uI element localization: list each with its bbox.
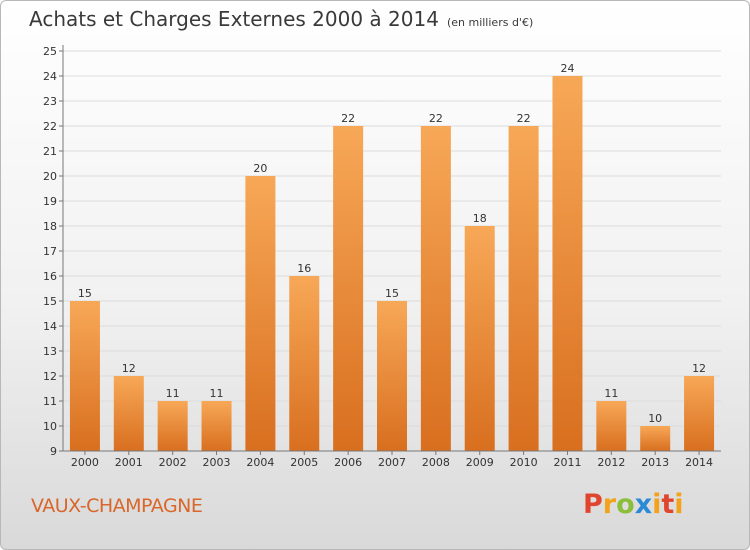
- y-tick-label: 17: [43, 245, 57, 258]
- bar: [552, 76, 583, 451]
- x-tick-label: 2012: [597, 456, 625, 469]
- x-tick-label: 2009: [466, 456, 494, 469]
- y-tick-label: 21: [43, 145, 57, 158]
- bar: [289, 276, 320, 451]
- data-label: 22: [429, 112, 443, 125]
- axes: 9 10 11 12 13 14 15 16 17 18 19 20 21 22 23 24 25 2000 200…: [43, 45, 721, 469]
- x-tick-label: 2008: [422, 456, 450, 469]
- bars: [69, 76, 715, 451]
- bar: [464, 226, 495, 451]
- data-label: 11: [166, 387, 180, 400]
- x-tick-label: 2003: [203, 456, 231, 469]
- y-tick-label: 18: [43, 220, 57, 233]
- x-tick-label: 2011: [553, 456, 581, 469]
- bar: [113, 376, 144, 451]
- bar: [201, 401, 232, 451]
- bar: [377, 301, 407, 451]
- data-label: 11: [210, 387, 224, 400]
- y-tick-label: 11: [43, 395, 57, 408]
- data-labels: 15 12 11 11 20 16 22 15 22 18 22 24 11 10 12: [78, 62, 706, 425]
- x-tick-label: 2010: [510, 456, 538, 469]
- x-tick-label: 2006: [334, 456, 362, 469]
- chart-subtitle: (en milliers d'€): [446, 16, 534, 29]
- x-tick-label: 2004: [246, 456, 274, 469]
- y-tick-label: 10: [43, 420, 57, 433]
- y-tick-label: 23: [43, 95, 57, 108]
- data-label: 16: [297, 262, 311, 275]
- data-label: 18: [473, 212, 487, 225]
- bar: [684, 376, 715, 451]
- data-label: 12: [692, 362, 706, 375]
- data-label: 15: [78, 287, 92, 300]
- chart-title: Achats et Charges Externes 2000 à 2014 (e…: [29, 7, 533, 31]
- bar: [640, 426, 671, 451]
- y-tick-label: 15: [43, 295, 57, 308]
- data-label: 12: [122, 362, 136, 375]
- bar: [157, 401, 188, 451]
- bar: [245, 176, 276, 451]
- y-tick-label: 25: [43, 45, 57, 58]
- data-label: 11: [604, 387, 618, 400]
- bar: [333, 126, 364, 451]
- y-tick-label: 9: [50, 445, 57, 458]
- title-text: Achats et Charges Externes 2000 à 2014: [29, 7, 439, 31]
- bar: [420, 126, 451, 451]
- data-label: 15: [385, 287, 399, 300]
- data-label: 22: [341, 112, 355, 125]
- y-tick-label: 24: [43, 70, 57, 83]
- location-name: VAUX-CHAMPAGNE: [31, 495, 203, 517]
- x-tick-label: 2014: [685, 456, 713, 469]
- y-tick-label: 19: [43, 195, 57, 208]
- x-tick-label: 2007: [378, 456, 406, 469]
- bar: [596, 401, 627, 451]
- bar: [69, 301, 100, 451]
- y-tick-label: 20: [43, 170, 57, 183]
- y-tick-label: 12: [43, 370, 57, 383]
- data-label: 24: [560, 62, 574, 75]
- x-tick-label: 2013: [641, 456, 669, 469]
- x-tick-label: 2005: [290, 456, 318, 469]
- y-tick-label: 16: [43, 270, 57, 283]
- x-tick-label: 2001: [115, 456, 143, 469]
- data-label: 22: [517, 112, 531, 125]
- data-label: 20: [253, 162, 267, 175]
- y-tick-label: 13: [43, 345, 57, 358]
- x-tick-label: 2002: [159, 456, 187, 469]
- x-tick-label: 2000: [71, 456, 99, 469]
- data-label: 10: [648, 412, 662, 425]
- bar: [508, 126, 539, 451]
- y-tick-label: 14: [43, 320, 57, 333]
- proxiti-logo: Proxiti: [583, 489, 684, 520]
- y-tick-label: 22: [43, 120, 57, 133]
